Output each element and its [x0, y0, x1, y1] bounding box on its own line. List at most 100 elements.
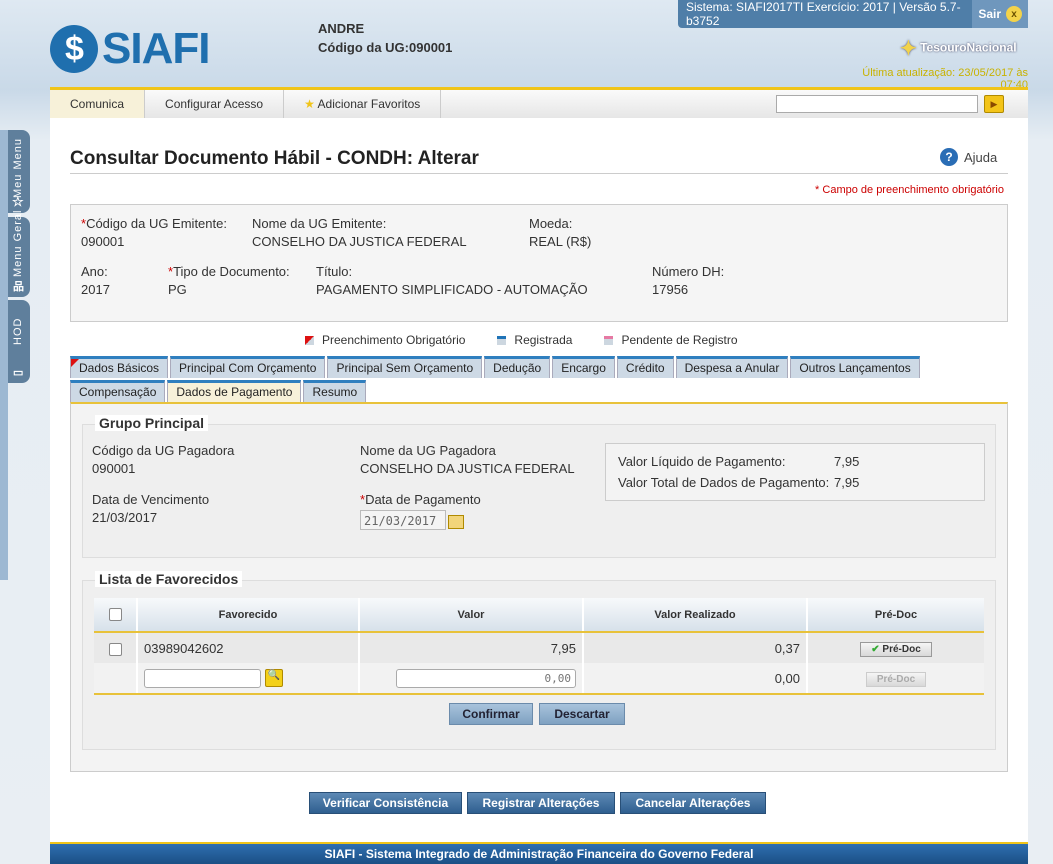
search-icon[interactable]: 🔍 [265, 669, 283, 687]
user-info: ANDRE Código da UG:090001 [318, 19, 452, 57]
star-icon: ☆ [12, 194, 24, 209]
tab-outros-lancamentos[interactable]: Outros Lançamentos [790, 356, 920, 378]
menu-search: ▶ [776, 90, 1028, 118]
nome-ug-pagadora: CONSELHO DA JUSTICA FEDERAL [360, 461, 575, 476]
moeda: REAL (R$) [529, 234, 592, 249]
valor-total: 7,95 [834, 475, 860, 490]
label: Código da UG Emitente: [86, 216, 227, 231]
nome-ug-emitente: CONSELHO DA JUSTICA FEDERAL [252, 234, 467, 249]
logo-text: SIAFI [102, 24, 210, 73]
tab-deducao[interactable]: Dedução [484, 356, 551, 378]
menu-label: Adicionar Favoritos [317, 97, 421, 111]
logout-label: Sair [978, 7, 1001, 21]
tesouro-logo: ✦ TesouroNacional [900, 36, 1017, 61]
brand-text: TesouroNacional [920, 40, 1017, 55]
tab-credito[interactable]: Crédito [616, 356, 674, 378]
tab-compensacao[interactable]: Compensação [70, 380, 166, 402]
legend-label: Pendente de Registro [621, 333, 738, 347]
discard-button[interactable]: Descartar [539, 703, 625, 725]
data-pagamento-input[interactable]: 21/03/2017 [360, 510, 446, 530]
favorecidos-table: Favorecido Valor Valor Realizado Pré-Doc… [94, 598, 984, 695]
tab-encargo[interactable]: Encargo [552, 356, 615, 378]
menu-configurar-acesso[interactable]: Configurar Acesso [145, 90, 285, 118]
valor-input[interactable] [396, 668, 576, 688]
ug-emitente: 090001 [81, 234, 125, 249]
tabs-row-2: Compensação Dados de Pagamento Resumo [70, 380, 367, 402]
system-info: Sistema: SIAFI2017TI Exercício: 2017 | V… [686, 0, 961, 28]
label: Tipo de Documento: [173, 264, 290, 279]
side-tab-menu-geral[interactable]: Menu Geral 品 [8, 210, 30, 297]
label: Data de Vencimento [92, 492, 210, 507]
legend-label: Registrada [514, 333, 573, 347]
valor-realizado: 0,37 [582, 632, 807, 663]
go-arrow-icon[interactable]: ▶ [984, 95, 1004, 113]
logout-button[interactable]: Sair x [972, 0, 1028, 28]
ug-label: Código da UG: [318, 40, 409, 55]
close-icon: x [1006, 6, 1022, 22]
logo-icon: $ [50, 25, 98, 73]
pre-doc-button[interactable]: ✔ Pré-Doc [860, 641, 932, 657]
ug-pagadora: 090001 [92, 461, 136, 476]
row-checkbox[interactable] [108, 642, 122, 656]
help-link[interactable]: ? Ajuda [940, 148, 997, 166]
sitemap-icon: 品 [13, 281, 24, 293]
side-tab-meu-menu[interactable]: Meu Menu ☆ [8, 130, 30, 213]
search-input[interactable] [776, 95, 978, 113]
star-logo-icon: ✦ [900, 38, 917, 60]
data-vencimento: 21/03/2017 [92, 510, 158, 525]
col-valor: Valor [358, 598, 583, 633]
favorecido: 03989042602 [136, 632, 359, 663]
divider [70, 173, 1008, 174]
required-marker-icon [305, 335, 314, 345]
help-label: Ajuda [964, 149, 998, 165]
status-legend: Preenchimento Obrigatório Registrada Pen… [305, 333, 738, 347]
document-header: *Código da UG Emitente: 090001 Nome da UG… [70, 204, 1008, 322]
valor-liquido: 7,95 [834, 454, 860, 469]
ano: 2017 [81, 282, 110, 297]
pre-doc-label: Pré-Doc [882, 643, 921, 655]
monitor-icon: ▭ [13, 367, 24, 379]
titulo: PAGAMENTO SIMPLIFICADO - AUTOMAÇÃO [316, 282, 588, 297]
label: Título: [316, 264, 353, 279]
tab-principal-com-orcamento[interactable]: Principal Com Orçamento [170, 356, 326, 378]
valor: 7,95 [358, 632, 583, 663]
label: Ano: [81, 264, 108, 279]
menu-bar: Comunica Configurar Acesso ★ Adicionar F… [50, 87, 1028, 118]
numero-dh: 17956 [652, 282, 689, 297]
label: Nome da UG Emitente: [252, 216, 387, 231]
label: Data de Pagamento [365, 492, 481, 507]
system-bar: Sistema: SIAFI2017TI Exercício: 2017 | V… [678, 0, 1028, 28]
side-tab-hod[interactable]: HOD ▭ [8, 300, 30, 383]
legend-label: Preenchimento Obrigatório [322, 333, 466, 347]
cancelar-alteracoes-button[interactable]: Cancelar Alterações [620, 792, 766, 814]
tab-dados-basicos[interactable]: Dados Básicos [70, 356, 169, 378]
ug-value: 090001 [409, 40, 453, 55]
table-row: 03989042602 7,95 0,37 ✔ Pré-Doc [94, 632, 984, 663]
registrar-alteracoes-button[interactable]: Registrar Alterações [467, 792, 615, 814]
tab-resumo[interactable]: Resumo [303, 380, 367, 402]
tab-despesa-a-anular[interactable]: Despesa a Anular [675, 356, 789, 378]
confirm-button[interactable]: Confirmar [449, 703, 533, 725]
menu-comunica[interactable]: Comunica [50, 90, 146, 118]
pending-marker-icon [604, 335, 614, 345]
footer: SIAFI - Sistema Integrado de Administraç… [50, 842, 1028, 864]
tab-principal-sem-orcamento[interactable]: Principal Sem Orçamento [327, 356, 483, 378]
col-favorecido: Favorecido [136, 598, 359, 633]
tab-dados-de-pagamento[interactable]: Dados de Pagamento [167, 380, 302, 402]
verificar-consistencia-button[interactable]: Verificar Consistência [309, 792, 462, 814]
menu-adicionar-favoritos[interactable]: ★ Adicionar Favoritos [284, 90, 442, 118]
label: Moeda: [529, 216, 573, 231]
required-note: * Campo de preenchimento obrigatório [815, 184, 1004, 196]
help-icon: ? [940, 148, 958, 166]
side-tab-label: HOD [12, 317, 24, 345]
page-title: Consultar Documento Hábil - CONDH: Alter… [70, 148, 479, 169]
group-title: Lista de Favorecidos [95, 571, 243, 587]
label: Número DH: [652, 264, 725, 279]
label: Valor Total de Dados de Pagamento: [618, 475, 830, 490]
favorecido-input[interactable] [144, 668, 261, 688]
group-title: Grupo Principal [95, 415, 209, 431]
star-icon: ★ [304, 97, 315, 111]
col-pre-doc: Pré-Doc [806, 598, 984, 633]
select-all-checkbox[interactable] [108, 608, 122, 621]
calendar-icon[interactable] [448, 514, 464, 529]
